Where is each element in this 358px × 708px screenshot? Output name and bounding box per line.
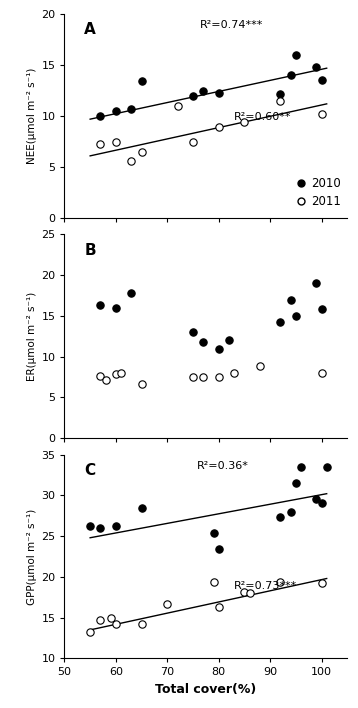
Point	[113, 368, 119, 379]
Text: R²=0.60**: R²=0.60**	[234, 112, 292, 122]
Point	[103, 374, 108, 385]
Point	[257, 361, 263, 372]
Point	[129, 155, 134, 166]
Point	[87, 627, 93, 638]
Point	[216, 372, 222, 383]
Point	[293, 310, 299, 321]
Point	[216, 343, 222, 354]
Point	[113, 105, 119, 117]
Point	[98, 370, 103, 382]
Point	[242, 587, 247, 598]
Point	[164, 598, 170, 610]
Point	[211, 527, 217, 539]
Point	[113, 302, 119, 314]
Point	[288, 294, 294, 305]
Point	[216, 87, 222, 98]
Point	[139, 378, 144, 389]
Y-axis label: ER(μmol m⁻² s⁻¹): ER(μmol m⁻² s⁻¹)	[27, 292, 37, 381]
Point	[226, 335, 232, 346]
Text: B: B	[84, 243, 96, 258]
Point	[242, 117, 247, 128]
Point	[319, 367, 324, 379]
Point	[87, 520, 93, 532]
Point	[113, 520, 119, 531]
Point	[298, 461, 304, 472]
Point	[293, 50, 299, 61]
Text: R²=0.36*: R²=0.36*	[197, 461, 249, 471]
Legend: 2010, 2011: 2010, 2011	[296, 177, 342, 208]
Point	[190, 90, 196, 101]
Point	[108, 612, 113, 623]
Point	[113, 619, 119, 630]
Point	[319, 304, 324, 315]
Y-axis label: NEE(μmol m⁻² s⁻¹): NEE(μmol m⁻² s⁻¹)	[27, 68, 37, 164]
Point	[314, 493, 319, 505]
Point	[277, 95, 283, 106]
Point	[231, 367, 237, 379]
Point	[277, 316, 283, 328]
Point	[319, 498, 324, 509]
Point	[139, 76, 144, 87]
Text: R²=0.74***: R²=0.74***	[200, 21, 263, 30]
Point	[139, 502, 144, 513]
Point	[200, 85, 206, 96]
Point	[190, 326, 196, 338]
Point	[293, 477, 299, 489]
Point	[319, 578, 324, 589]
Point	[98, 299, 103, 311]
Point	[247, 588, 252, 599]
Point	[98, 615, 103, 626]
Point	[277, 512, 283, 523]
Point	[319, 75, 324, 86]
Point	[113, 136, 119, 147]
X-axis label: Total cover(%): Total cover(%)	[155, 683, 256, 696]
Text: R²=0.73***: R²=0.73***	[234, 581, 297, 591]
Point	[139, 146, 144, 157]
Point	[98, 110, 103, 122]
Point	[175, 101, 180, 112]
Point	[139, 619, 144, 630]
Point	[211, 576, 217, 588]
Point	[98, 138, 103, 149]
Point	[314, 62, 319, 73]
Point	[118, 367, 124, 379]
Point	[288, 69, 294, 81]
Point	[200, 372, 206, 383]
Text: A: A	[84, 23, 96, 38]
Point	[288, 506, 294, 518]
Point	[319, 108, 324, 120]
Y-axis label: GPP(μmol m⁻² s⁻¹): GPP(μmol m⁻² s⁻¹)	[27, 508, 37, 605]
Point	[277, 88, 283, 99]
Point	[190, 136, 196, 147]
Text: C: C	[84, 463, 95, 478]
Point	[324, 461, 330, 472]
Point	[200, 336, 206, 348]
Point	[314, 278, 319, 289]
Point	[216, 601, 222, 612]
Point	[216, 544, 222, 555]
Point	[129, 103, 134, 115]
Point	[277, 576, 283, 588]
Point	[190, 372, 196, 383]
Point	[216, 122, 222, 133]
Point	[98, 523, 103, 534]
Point	[129, 287, 134, 299]
